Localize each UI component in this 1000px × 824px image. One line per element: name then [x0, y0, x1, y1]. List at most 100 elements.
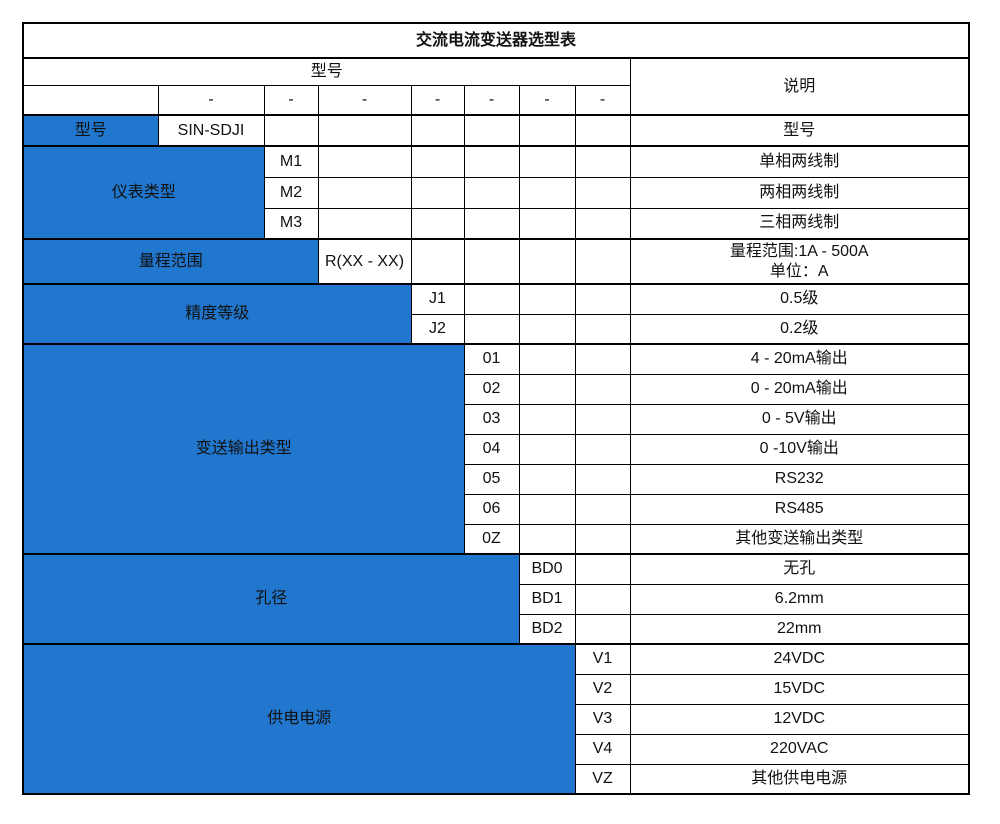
- power-row: V2 15VDC: [23, 673, 970, 705]
- empty-cell: [574, 145, 631, 178]
- empty-cell: [518, 373, 576, 405]
- empty-cell: [574, 523, 631, 555]
- selection-table-wrap: 交流电流变送器选型表 型号 说明 - - - - - - - 型号 SIN: [22, 22, 970, 795]
- section-label-power: 供电电源: [22, 643, 576, 795]
- empty-cell: [410, 238, 465, 285]
- empty-cell: [263, 114, 319, 147]
- empty-cell: [518, 343, 576, 375]
- selection-table: 交流电流变送器选型表 型号 说明 - - - - - - - 型号 SIN: [22, 22, 970, 795]
- dash-cell: -: [518, 84, 576, 116]
- output-type-row: 05 RS232: [23, 463, 970, 495]
- empty-cell: [518, 433, 576, 465]
- code-cell-03: 03: [463, 403, 520, 435]
- empty-cell: [463, 283, 520, 315]
- empty-cell: [574, 493, 631, 525]
- code-cell-m1: M1: [263, 145, 319, 178]
- desc-cell-j1: 0.5级: [629, 283, 970, 315]
- title-row: 交流电流变送器选型表: [22, 22, 970, 59]
- output-type-row: 0Z 其他变送输出类型: [23, 523, 970, 555]
- model-code: SIN-SDJI: [157, 114, 265, 147]
- code-cell-v1: V1: [574, 643, 631, 675]
- group-header-row: 型号 说明: [22, 57, 970, 116]
- code-cell-v4: V4: [574, 733, 631, 765]
- empty-cell: [463, 114, 520, 147]
- output-type-row: 变送输出类型 01 4 - 20mA输出: [22, 343, 970, 555]
- section-label-range: 量程范围: [22, 238, 319, 285]
- empty-cell: [518, 283, 576, 315]
- empty-cell: [317, 145, 412, 178]
- desc-cell-j2: 0.2级: [629, 313, 970, 345]
- empty-cell: [574, 207, 631, 240]
- empty-cell: [574, 553, 631, 585]
- empty-cell: [518, 403, 576, 435]
- aperture-row: BD1 6.2mm: [23, 583, 970, 615]
- code-cell-0z: 0Z: [463, 523, 520, 555]
- empty-cell: [518, 145, 576, 178]
- desc-cell-06: RS485: [629, 493, 970, 525]
- dash-cell: -: [410, 84, 465, 116]
- desc-cell-04: 0 -10V输出: [629, 433, 970, 465]
- empty-cell: [518, 207, 576, 240]
- empty-cell: [574, 343, 631, 375]
- empty-cell: [463, 238, 520, 285]
- desc-cell-v4: 220VAC: [629, 733, 970, 765]
- empty-cell: [518, 238, 576, 285]
- code-cell-01: 01: [463, 343, 520, 375]
- dash-cell: -: [463, 84, 520, 116]
- empty-cell: [574, 463, 631, 495]
- empty-cell: [518, 114, 576, 147]
- code-cell-vz: VZ: [574, 763, 631, 795]
- empty-cell: [574, 238, 631, 285]
- dash-cell: -: [263, 84, 319, 116]
- range-code: R(XX - XX): [317, 238, 412, 285]
- meter-type-row: M3 三相两线制: [23, 207, 970, 240]
- empty-cell: [22, 84, 159, 116]
- empty-cell: [463, 313, 520, 345]
- dash-cell: -: [574, 84, 631, 116]
- section-label-meter-type: 仪表类型: [22, 145, 265, 240]
- code-cell-bd2: BD2: [518, 613, 576, 645]
- section-label-model: 型号: [22, 114, 159, 147]
- desc-cell-m2: 两相两线制: [629, 176, 970, 209]
- empty-cell: [463, 176, 520, 209]
- desc-cell-03: 0 - 5V输出: [629, 403, 970, 435]
- page-title: 交流电流变送器选型表: [22, 22, 970, 59]
- range-row: 量程范围 R(XX - XX) 量程范围:1A - 500A 单位：A: [22, 238, 970, 285]
- desc-cell-bd0: 无孔: [629, 553, 970, 585]
- empty-cell: [518, 493, 576, 525]
- code-cell-06: 06: [463, 493, 520, 525]
- power-row: VZ 其他供电电源: [23, 763, 970, 795]
- section-label-output-type: 变送输出类型: [22, 343, 465, 555]
- code-cell-j1: J1: [410, 283, 465, 315]
- code-cell-05: 05: [463, 463, 520, 495]
- power-row: V4 220VAC: [23, 733, 970, 765]
- code-cell-j2: J2: [410, 313, 465, 345]
- desc-cell-v1: 24VDC: [629, 643, 970, 675]
- range-desc: 量程范围:1A - 500A 单位：A: [629, 238, 970, 285]
- desc-cell-01: 4 - 20mA输出: [629, 343, 970, 375]
- code-cell-02: 02: [463, 373, 520, 405]
- accuracy-row: 精度等级 J1 0.5级: [22, 283, 970, 345]
- empty-cell: [574, 583, 631, 615]
- empty-cell: [317, 207, 412, 240]
- code-cell-04: 04: [463, 433, 520, 465]
- range-desc-line1: 量程范围:1A - 500A: [729, 242, 869, 260]
- desc-cell-v2: 15VDC: [629, 673, 970, 705]
- empty-cell: [574, 433, 631, 465]
- section-label-aperture: 孔径: [22, 553, 520, 645]
- code-cell-v3: V3: [574, 703, 631, 735]
- code-cell-m2: M2: [263, 176, 319, 209]
- desc-cell-bd2: 22mm: [629, 613, 970, 645]
- code-cell-bd0: BD0: [518, 553, 576, 585]
- empty-cell: [410, 176, 465, 209]
- power-row: 供电电源 V1 24VDC: [22, 643, 970, 795]
- empty-cell: [317, 176, 412, 209]
- desc-cell-m3: 三相两线制: [629, 207, 970, 240]
- empty-cell: [574, 283, 631, 315]
- empty-cell: [463, 207, 520, 240]
- output-type-row: 06 RS485: [23, 493, 970, 525]
- accuracy-row: J2 0.2级: [23, 313, 970, 345]
- empty-cell: [518, 313, 576, 345]
- desc-cell-0z: 其他变送输出类型: [629, 523, 970, 555]
